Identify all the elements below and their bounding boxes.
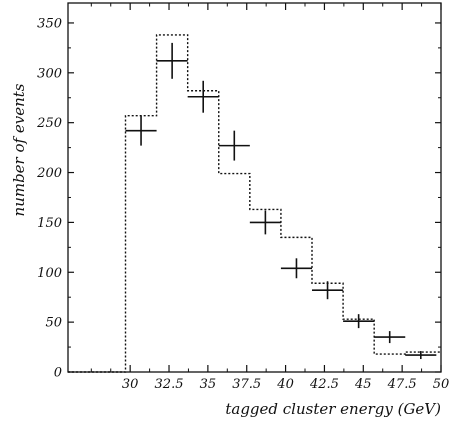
y-axis-label: number of events bbox=[10, 83, 28, 216]
x-axis-label: tagged cluster energy (GeV) bbox=[225, 400, 441, 418]
plot-frame bbox=[67, 2, 442, 373]
y-tick-label: 0 bbox=[54, 366, 62, 381]
y-tick-label: 300 bbox=[37, 66, 62, 81]
x-tick-label: 47.5 bbox=[387, 377, 417, 392]
y-tick-label: 150 bbox=[37, 216, 62, 231]
x-tick-label: 35 bbox=[200, 377, 217, 392]
x-tick-label: 42.5 bbox=[309, 377, 339, 392]
x-tick-label: 40 bbox=[276, 377, 294, 392]
x-tick-label: 50 bbox=[433, 377, 450, 392]
x-axis-ticks: 30 32.5 35 37.5 40 42.5 45 47.5 50 bbox=[90, 3, 450, 392]
x-tick-label: 37.5 bbox=[232, 377, 261, 392]
data-point bbox=[343, 314, 375, 329]
data-point bbox=[125, 115, 157, 146]
data-point bbox=[280, 258, 313, 279]
data-point bbox=[405, 351, 437, 360]
mc-histogram-line bbox=[68, 34, 441, 373]
data-point bbox=[156, 42, 188, 79]
data-point bbox=[249, 210, 281, 235]
data-point bbox=[312, 281, 344, 300]
y-tick-label: 200 bbox=[36, 166, 62, 181]
data-point bbox=[218, 130, 250, 161]
y-tick-label: 250 bbox=[36, 116, 62, 131]
y-tick-label: 350 bbox=[37, 16, 62, 31]
y-tick-label: 50 bbox=[45, 316, 62, 331]
x-tick-label: 30 bbox=[122, 377, 139, 392]
y-axis-ticks: 0 50 100 150 200 250 300 350 bbox=[36, 16, 441, 381]
x-tick-label: 45 bbox=[354, 377, 372, 392]
dotted-histogram bbox=[68, 34, 441, 373]
x-tick-label: 32.5 bbox=[155, 377, 184, 392]
data-point bbox=[374, 331, 406, 344]
y-tick-label: 100 bbox=[37, 266, 62, 281]
data-points bbox=[125, 42, 437, 360]
data-point bbox=[187, 80, 219, 113]
